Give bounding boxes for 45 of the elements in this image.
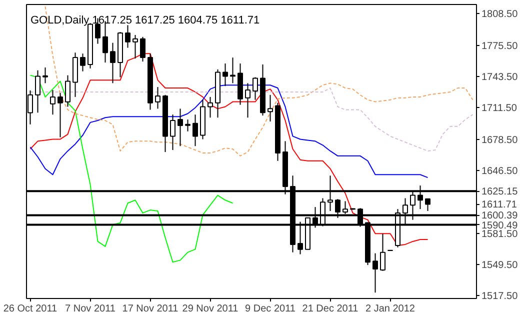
candlestick [132, 34, 138, 60]
candlestick [110, 42, 116, 84]
ref-line-label: 1590.49 [482, 220, 518, 232]
candlestick [125, 24, 130, 48]
candlestick [268, 94, 273, 122]
candlestick [80, 53, 86, 72]
candlestick [58, 92, 63, 138]
x-tick-label: 7 Nov 2011 [65, 304, 116, 314]
y-tick-label: 1646.50 [482, 166, 518, 177]
candlestick [50, 90, 56, 116]
y-tick-label: 1611.71 [482, 200, 518, 211]
candlestick [208, 96, 213, 118]
candlestick [245, 82, 250, 118]
candlestick [425, 198, 430, 212]
candlestick [185, 119, 190, 132]
candlestick [140, 36, 146, 62]
y-tick-label: 1517.50 [482, 291, 518, 302]
candlestick [178, 108, 183, 147]
candlestick [222, 62, 228, 87]
x-tick-label: 2 Jan 2012 [366, 304, 416, 314]
candlestick [192, 114, 198, 147]
y-tick-label: 1549.50 [482, 260, 518, 272]
x-tick-label: 17 Nov 2011 [122, 304, 179, 314]
ref-line-label: 1625.15 [482, 186, 518, 198]
y-tick-label: 1581.50 [482, 229, 518, 240]
candlestick [155, 86, 160, 110]
candlestick [170, 114, 176, 150]
y-tick-label: 1808.50 [482, 8, 518, 20]
candlestick [65, 74, 70, 108]
y-tick-label: 1743.50 [482, 72, 518, 83]
candlestick [230, 57, 236, 84]
x-tick-label: 29 Nov 2011 [182, 304, 239, 314]
candlestick [252, 76, 258, 100]
x-tick-label: 9 Dec 2011 [245, 304, 296, 314]
ref-line-label: 1600.39 [482, 210, 518, 222]
x-tick-label: 21 Dec 2011 [302, 304, 359, 314]
y-tick-label: 1678.50 [482, 134, 518, 146]
line-series [30, 74, 234, 263]
x-tick-label: 26 Oct 2011 [3, 304, 58, 314]
candlestick [372, 252, 378, 294]
candlestick [35, 70, 40, 114]
candlestick [380, 233, 386, 272]
y-tick-label: 1711.50 [482, 102, 518, 114]
candlestick [42, 66, 48, 84]
y-tick-label: 1775.50 [482, 40, 518, 52]
